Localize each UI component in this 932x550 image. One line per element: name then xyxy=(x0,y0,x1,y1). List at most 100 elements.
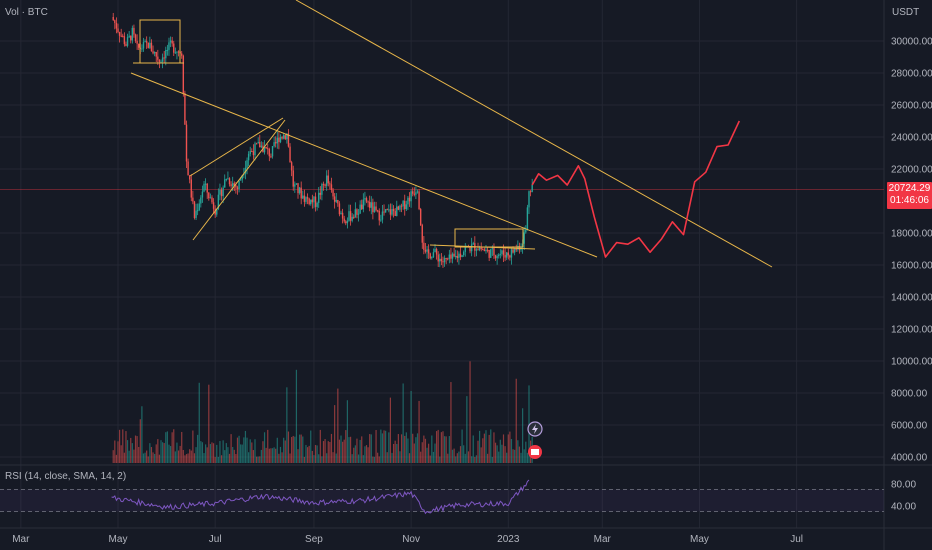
volume-bar xyxy=(429,455,431,463)
volume-bar xyxy=(251,442,253,463)
volume-bar xyxy=(228,453,231,463)
price-axis[interactable]: 30000.00 28000.00 26000.00 24000.00 22000.00… xyxy=(891,37,932,513)
volume-bar xyxy=(118,429,121,463)
volume-bar xyxy=(404,435,406,463)
event-icons[interactable] xyxy=(527,421,543,459)
volume-bar xyxy=(426,447,428,463)
candle-body xyxy=(384,209,387,213)
candle-body xyxy=(275,142,277,144)
candle-body xyxy=(445,257,447,259)
candle-body xyxy=(200,197,202,204)
volume-bar xyxy=(455,456,457,463)
volume-bar xyxy=(431,435,433,463)
time-axis[interactable]: Mar May Jul Sep Nov 2023 Mar May Jul xyxy=(12,534,803,545)
candle-body xyxy=(491,248,494,250)
candle-body xyxy=(185,124,188,162)
volume-bar xyxy=(479,430,481,463)
candle-body xyxy=(375,206,377,211)
price-tick-label: 30000.00 xyxy=(891,37,932,48)
trendlines[interactable] xyxy=(130,0,773,268)
candle-body xyxy=(114,20,116,23)
candle-body xyxy=(525,229,527,233)
volume-bar xyxy=(220,455,223,463)
candle-body xyxy=(282,135,285,139)
volume-bar xyxy=(525,441,527,463)
candle-body xyxy=(184,93,186,125)
volume-bar xyxy=(486,453,489,463)
volume-bar xyxy=(334,405,336,463)
volume-bar xyxy=(437,429,439,463)
volume-bar xyxy=(498,451,500,463)
volume-bar xyxy=(383,430,385,463)
volume-bar xyxy=(361,436,363,463)
volume-bar xyxy=(187,453,189,463)
volume-bar xyxy=(275,448,277,463)
volume-bar xyxy=(133,449,135,463)
candle-body xyxy=(459,253,462,257)
candle-body xyxy=(333,196,336,202)
candle-body xyxy=(300,187,302,199)
candle-body xyxy=(302,195,304,199)
volume-bar xyxy=(330,433,333,463)
volume-bar xyxy=(340,435,342,463)
volume-bar xyxy=(254,439,256,463)
volume-bar xyxy=(291,437,293,463)
volume-bar xyxy=(400,434,403,463)
volume-bar xyxy=(115,454,118,463)
candle-body xyxy=(453,253,455,257)
candle-body xyxy=(455,255,457,257)
volume-bar xyxy=(139,419,141,463)
volume-bar xyxy=(523,449,525,463)
candle-body xyxy=(182,55,185,94)
candle-body xyxy=(265,146,267,149)
volume-bar xyxy=(453,448,455,463)
volume-bar xyxy=(332,452,334,463)
candle-body xyxy=(504,254,506,258)
candle-body xyxy=(193,201,196,218)
candle-body xyxy=(407,197,409,205)
volume-bar xyxy=(506,452,508,463)
time-tick-label: Sep xyxy=(305,534,323,545)
currency-label[interactable]: USDT xyxy=(892,7,920,18)
volume-bar xyxy=(423,435,425,463)
volume-bar xyxy=(345,430,347,463)
volume-bar xyxy=(235,454,237,463)
projection-path[interactable] xyxy=(531,120,741,258)
candle-body xyxy=(412,191,414,194)
candle-body xyxy=(160,61,162,63)
time-tick-label: May xyxy=(109,534,128,545)
volume-bar xyxy=(504,446,506,463)
candle-body xyxy=(343,218,345,222)
candle-body xyxy=(144,41,146,43)
candle-body xyxy=(402,200,404,207)
volume-bar xyxy=(249,439,251,463)
volume-bar xyxy=(295,369,298,463)
volume-bar xyxy=(416,433,419,463)
volume-bar xyxy=(377,452,379,463)
volume-bar xyxy=(308,445,310,463)
candle-body xyxy=(324,184,326,186)
volume-bar xyxy=(351,454,353,463)
candle-body xyxy=(149,42,151,48)
volume-bar xyxy=(469,361,471,463)
volume-bar xyxy=(378,456,380,463)
volume-bar xyxy=(365,445,368,463)
volume-bar xyxy=(246,437,248,463)
volume-bar xyxy=(327,441,329,463)
price-tick-label: 4000.00 xyxy=(891,453,928,464)
candle-body xyxy=(141,48,143,50)
volume-bar xyxy=(321,456,323,463)
candle-body xyxy=(386,209,388,211)
candle-body xyxy=(257,142,259,144)
candle-body xyxy=(443,257,446,263)
volume-bar xyxy=(179,445,181,463)
volume-bar xyxy=(193,453,196,463)
candle-body xyxy=(332,189,334,197)
volume-bar xyxy=(262,441,264,463)
candle-body xyxy=(529,191,532,193)
rsi-indicator-label[interactable]: RSI (14, close, SMA, 14, 2) xyxy=(5,471,127,482)
volume-bar xyxy=(259,456,261,463)
volume-bar xyxy=(436,431,438,463)
volume-bar xyxy=(297,449,299,463)
